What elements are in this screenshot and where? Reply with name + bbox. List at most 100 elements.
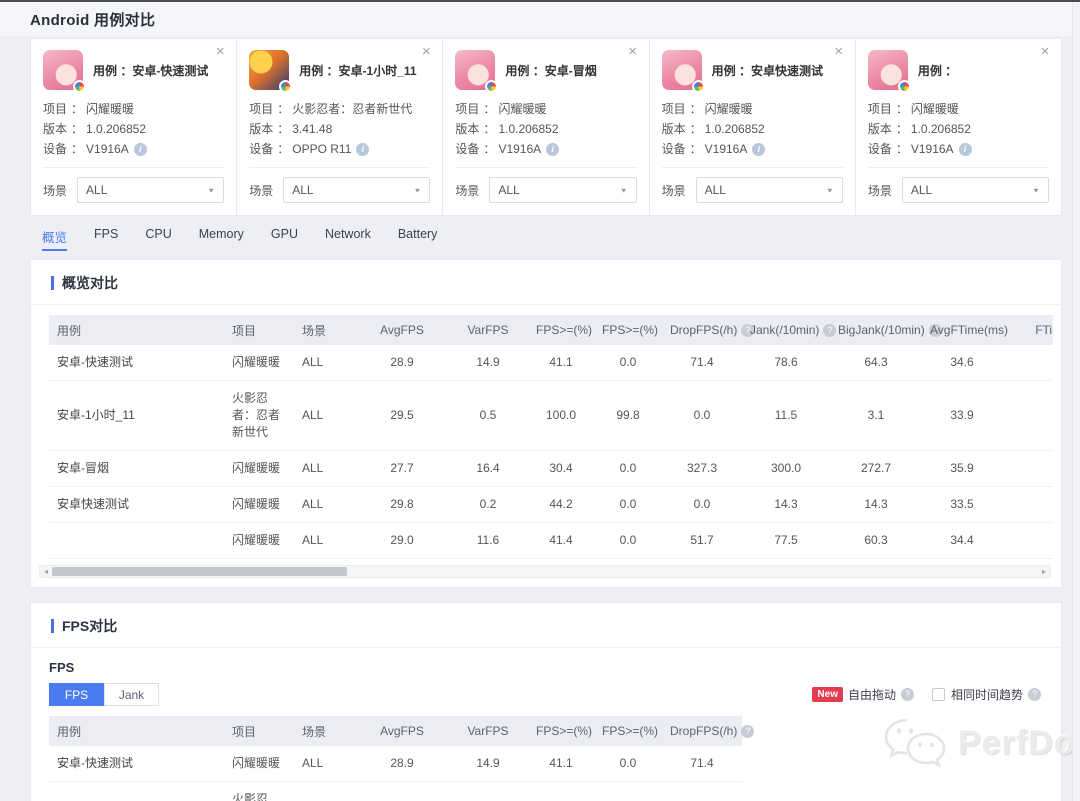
tab-Battery[interactable]: Battery (397, 227, 438, 241)
cell: 0.0 (594, 746, 662, 782)
section-accent-bar (51, 276, 54, 290)
free-drag-label[interactable]: 自由拖动 (847, 688, 896, 702)
device-info-icon[interactable] (133, 142, 147, 156)
device-line: 设备： V1916A (455, 139, 636, 159)
tab-FPS[interactable]: FPS (94, 227, 119, 241)
close-icon[interactable] (213, 45, 227, 59)
cell (1002, 380, 1053, 451)
cell: 100.0 (528, 781, 594, 801)
fps-section-header: FPS对比 (31, 603, 1061, 648)
scroll-left-arrow-icon[interactable] (40, 566, 52, 577)
cell: 30.4 (528, 450, 594, 487)
app-icon-badge (897, 80, 911, 93)
device-info-icon[interactable] (356, 142, 370, 156)
same-time-checkbox[interactable] (931, 688, 945, 701)
cell: 0.0 (662, 380, 742, 451)
tab-概览[interactable]: 概览 (42, 227, 68, 251)
column-header: 场景 (294, 716, 356, 746)
shining-nikki-app-icon (867, 50, 911, 93)
naruto-app-icon (249, 50, 293, 93)
cell: 11.6 (448, 522, 528, 559)
window-scrollbar[interactable] (1072, 2, 1080, 801)
help-icon[interactable] (823, 324, 837, 338)
tab-GPU[interactable]: GPU (270, 227, 298, 241)
tab-Memory[interactable]: Memory (198, 227, 244, 241)
case-name: 用例 ：安卓-冒烟 (505, 63, 597, 78)
close-icon[interactable] (1038, 45, 1052, 59)
same-time-label[interactable]: 相同时间趋势 (950, 688, 1023, 702)
scene-select[interactable]: ALL (901, 177, 1050, 203)
cell: 3.1 (830, 380, 922, 451)
cell: 44.2 (528, 486, 594, 523)
cell: 77.5 (742, 522, 830, 559)
scene-label: 场景 (661, 183, 686, 198)
column-header: FPS>=(%) (594, 716, 662, 746)
tab-CPU[interactable]: CPU (145, 227, 172, 241)
overview-table: 用例 项目 场景 AvgFPS VarFPS FPS>=(%) FPS>=(%) DropFP… (49, 315, 1053, 559)
help-icon[interactable] (741, 725, 755, 739)
device-info-icon[interactable] (546, 142, 560, 156)
cell: 29.8 (356, 486, 448, 523)
scene-selected-value: ALL (498, 183, 520, 197)
cell (1002, 345, 1053, 381)
fps-right-controls: New 自由拖动 相同时间趋势 (812, 686, 1041, 703)
table-row: 安卓快速测试 闪耀暖暖 ALL 29.8 0.2 44.2 0.0 0.0 14.3 14.3 33… (49, 486, 1053, 523)
cell (1002, 522, 1053, 559)
cell: 71.4 (662, 345, 742, 381)
close-icon[interactable] (419, 45, 433, 59)
project-line: 项目：闪耀暖暖 (43, 102, 135, 116)
scene-selected-value: ALL (292, 183, 314, 197)
jank-toggle-button[interactable]: Jank (104, 683, 159, 706)
cell: 火影忍者：忍者新世代 (224, 380, 294, 451)
tab-Network[interactable]: Network (324, 227, 371, 241)
new-badge: New (812, 687, 843, 702)
cell: 安卓-冒烟 (49, 450, 224, 487)
cell: 安卓-快速测试 (49, 746, 224, 782)
scene-select[interactable]: ALL (489, 177, 637, 203)
column-header: AvgFPS (356, 315, 448, 345)
cell: 99.8 (594, 380, 662, 451)
scene-select[interactable]: ALL (283, 177, 431, 203)
column-header: Jank(/10min) (742, 315, 837, 345)
column-header: FPS>=(%) (594, 315, 662, 345)
version-line: 版本： 3.41.48 (249, 122, 333, 136)
column-header: AvgFPS (356, 716, 448, 746)
column-header: 用例 (49, 315, 224, 345)
table-row: 安卓-冒烟 闪耀暖暖 ALL 27.7 16.4 30.4 0.0 327.3 300.0 272… (49, 450, 1053, 487)
case-name: 用例 ：安卓-快速测试 (93, 63, 209, 78)
cell: 安卓快速测试 (49, 486, 224, 523)
cell: 闪耀暖暖 (224, 450, 294, 487)
device-info-icon[interactable] (752, 142, 766, 156)
scene-selected-value: ALL (910, 183, 933, 197)
app-icon-badge (279, 80, 293, 93)
scene-select[interactable]: ALL (695, 177, 843, 203)
scene-select[interactable]: ALL (77, 177, 225, 203)
scrollbar-thumb[interactable] (52, 567, 347, 576)
cell: 28.9 (356, 345, 448, 381)
page-header: Android 用例对比 (0, 2, 1080, 36)
cell: 78.6 (742, 345, 830, 381)
horizontal-scrollbar[interactable] (39, 565, 1051, 578)
device-info-icon[interactable] (958, 142, 972, 156)
cell: ALL (294, 450, 356, 487)
cell: 34.6 (922, 345, 1002, 381)
overview-section-title: 概览对比 (62, 275, 118, 291)
shining-nikki-app-icon (661, 50, 705, 93)
page-title: Android 用例对比 (30, 11, 156, 29)
fps-toggle-button[interactable]: FPS (49, 683, 104, 706)
chevron-down-icon (413, 186, 421, 193)
cell: 33.9 (922, 380, 1002, 451)
overview-panel: 概览对比 用例 项目 场景 AvgFPS VarFPS FPS>=(%) FPS>=(%) D… (30, 259, 1062, 588)
cell: 99.8 (594, 781, 662, 801)
cell: 29.5 (356, 380, 448, 451)
scroll-right-arrow-icon[interactable] (1038, 566, 1050, 577)
close-icon[interactable] (626, 45, 640, 59)
free-drag-help-icon[interactable] (900, 688, 914, 701)
cell: 51.7 (662, 522, 742, 559)
same-time-help-icon[interactable] (1028, 688, 1041, 701)
close-icon[interactable] (832, 45, 846, 59)
cell: ALL (294, 345, 356, 381)
